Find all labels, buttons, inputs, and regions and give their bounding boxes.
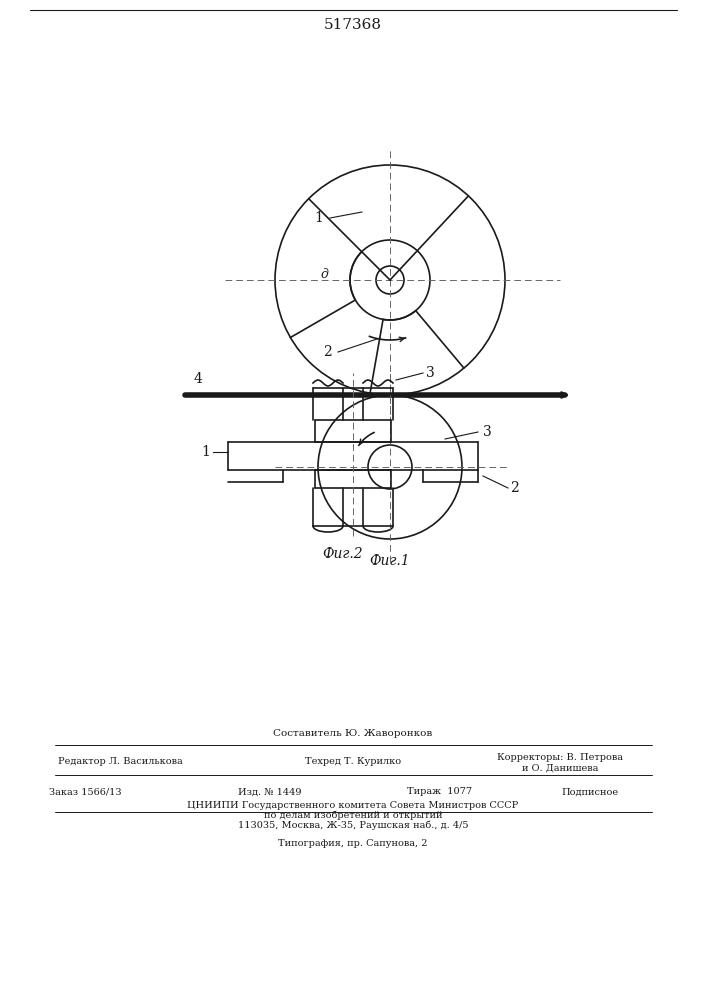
Text: Изд. № 1449: Изд. № 1449 bbox=[238, 788, 302, 796]
Text: Составитель Ю. Жаворонков: Составитель Ю. Жаворонков bbox=[274, 728, 433, 738]
Text: д: д bbox=[320, 267, 328, 280]
Text: 1: 1 bbox=[201, 445, 210, 459]
Text: по делам изобретений и открытий: по делам изобретений и открытий bbox=[264, 810, 443, 820]
Text: Заказ 1566/13: Заказ 1566/13 bbox=[49, 788, 122, 796]
Text: Подписное: Подписное bbox=[561, 788, 619, 796]
Text: 4: 4 bbox=[194, 372, 202, 386]
Text: и О. Данишева: и О. Данишева bbox=[522, 764, 598, 772]
Text: Фиг.1: Фиг.1 bbox=[370, 554, 410, 568]
Text: Редактор Л. Василькова: Редактор Л. Василькова bbox=[58, 756, 182, 766]
Text: 1: 1 bbox=[314, 211, 323, 225]
Text: 3: 3 bbox=[426, 366, 435, 380]
Text: Типография, пр. Сапунова, 2: Типография, пр. Сапунова, 2 bbox=[279, 838, 428, 848]
Text: ЦНИИПИ Государственного комитета Совета Министров СССР: ЦНИИПИ Государственного комитета Совета … bbox=[187, 800, 519, 810]
Text: Тираж  1077: Тираж 1077 bbox=[407, 788, 472, 796]
Text: 2: 2 bbox=[510, 481, 519, 495]
Text: 2: 2 bbox=[323, 345, 332, 359]
Text: 517368: 517368 bbox=[324, 18, 382, 32]
Text: Фиг.2: Фиг.2 bbox=[322, 547, 363, 561]
Text: 113035, Москва, Ж-35, Раушская наб., д. 4/5: 113035, Москва, Ж-35, Раушская наб., д. … bbox=[238, 820, 468, 830]
Text: Техред Т. Курилко: Техред Т. Курилко bbox=[305, 756, 401, 766]
Text: Корректоры: В. Петрова: Корректоры: В. Петрова bbox=[497, 752, 623, 762]
Text: 3: 3 bbox=[483, 425, 492, 439]
